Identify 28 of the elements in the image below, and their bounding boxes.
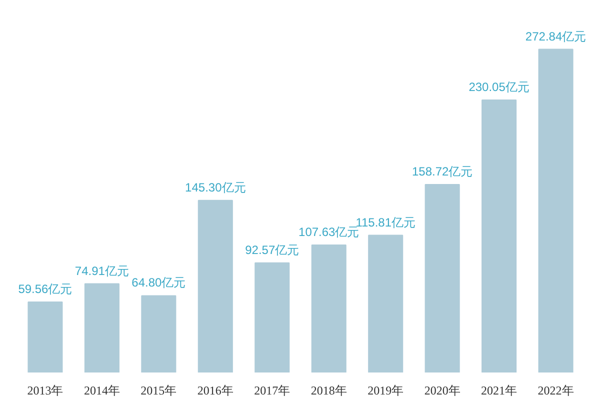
bar: [368, 234, 404, 372]
bar: [84, 283, 120, 372]
x-tick-label: 2017年: [254, 384, 290, 398]
data-label: 230.05亿元: [468, 80, 530, 94]
bar: [141, 295, 176, 372]
x-tick-label: 2016年: [197, 384, 234, 398]
bar: [424, 184, 460, 372]
data-label: 272.84亿元: [525, 29, 586, 44]
data-label: 158.72亿元: [412, 164, 473, 178]
bar: [311, 244, 346, 372]
data-label: 145.30亿元: [185, 180, 246, 194]
bar: [482, 99, 517, 372]
bar: [538, 48, 574, 372]
data-label: 92.57亿元: [245, 242, 300, 257]
x-tick-label: 2019年: [368, 384, 404, 398]
data-label: 64.80亿元: [132, 276, 186, 290]
bar: [198, 200, 233, 372]
x-tick-label: 2018年: [310, 384, 347, 398]
x-tick-label: 2013年: [27, 384, 64, 398]
data-label: 59.56亿元: [18, 282, 72, 296]
x-tick-label: 2015年: [140, 384, 177, 398]
bar: [28, 301, 63, 372]
bar: [254, 262, 290, 372]
x-tick-label: 2022年: [538, 384, 574, 398]
data-label: 74.91亿元: [74, 264, 129, 278]
x-tick-label: 2021年: [481, 384, 518, 398]
x-tick-label: 2020年: [424, 384, 460, 398]
x-tick-label: 2014年: [84, 384, 120, 398]
